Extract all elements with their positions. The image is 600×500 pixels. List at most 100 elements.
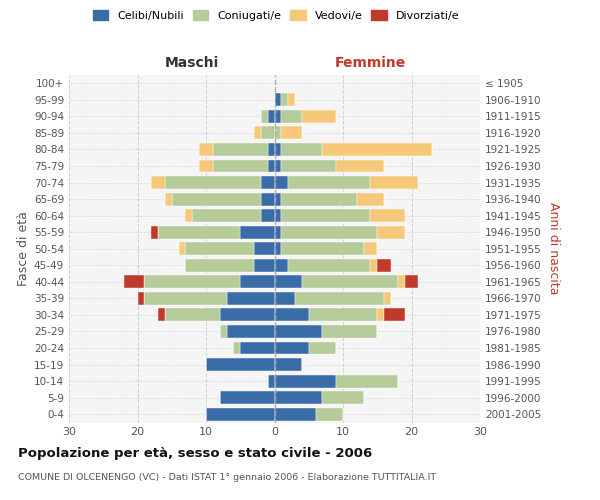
Bar [261,126,275,140]
Bar [275,143,281,156]
Bar [275,374,336,388]
Bar [322,391,364,404]
Bar [275,94,281,106]
Text: Maschi: Maschi [165,56,220,70]
Bar [172,192,261,205]
Bar [309,342,336,354]
Bar [145,292,227,305]
Bar [281,143,322,156]
Bar [220,391,275,404]
Bar [193,209,261,222]
Bar [322,325,377,338]
Bar [165,192,172,205]
Bar [261,209,275,222]
Bar [384,308,404,322]
Bar [158,308,165,322]
Bar [268,374,275,388]
Bar [275,209,281,222]
Bar [356,192,384,205]
Bar [275,325,322,338]
Bar [145,276,240,288]
Bar [275,408,316,420]
Bar [227,292,275,305]
Bar [165,308,220,322]
Bar [268,143,275,156]
Bar [227,325,275,338]
Bar [275,110,281,123]
Bar [370,259,377,272]
Bar [275,276,302,288]
Bar [281,160,336,172]
Bar [275,358,302,371]
Bar [384,292,391,305]
Bar [295,292,384,305]
Bar [206,358,275,371]
Bar [213,160,268,172]
Bar [151,226,158,238]
Bar [165,176,261,189]
Bar [281,126,302,140]
Bar [316,408,343,420]
Bar [199,143,213,156]
Bar [275,391,322,404]
Bar [281,226,377,238]
Bar [220,325,227,338]
Text: Femmine: Femmine [335,56,406,70]
Legend: Celibi/Nubili, Coniugati/e, Vedovi/e, Divorziati/e: Celibi/Nubili, Coniugati/e, Vedovi/e, Di… [88,6,464,25]
Bar [336,160,384,172]
Bar [281,110,302,123]
Bar [261,176,275,189]
Bar [288,259,370,272]
Bar [185,242,254,255]
Bar [254,242,275,255]
Bar [377,226,404,238]
Bar [281,94,288,106]
Y-axis label: Anni di nascita: Anni di nascita [547,202,560,295]
Bar [288,94,295,106]
Text: Popolazione per età, sesso e stato civile - 2006: Popolazione per età, sesso e stato civil… [18,448,372,460]
Bar [240,276,275,288]
Bar [370,209,404,222]
Bar [370,176,418,189]
Bar [404,276,418,288]
Bar [281,209,370,222]
Bar [288,176,370,189]
Bar [275,242,281,255]
Bar [199,160,213,172]
Bar [185,209,193,222]
Bar [240,226,275,238]
Bar [240,342,275,354]
Y-axis label: Fasce di età: Fasce di età [17,212,30,286]
Bar [398,276,404,288]
Bar [336,374,398,388]
Bar [275,160,281,172]
Bar [281,242,364,255]
Bar [377,259,391,272]
Bar [275,126,281,140]
Bar [158,226,240,238]
Bar [261,192,275,205]
Bar [151,176,165,189]
Bar [233,342,240,354]
Bar [206,408,275,420]
Bar [254,126,261,140]
Bar [275,259,288,272]
Bar [275,342,309,354]
Bar [275,226,281,238]
Text: COMUNE DI OLCENENGO (VC) - Dati ISTAT 1° gennaio 2006 - Elaborazione TUTTITALIA.: COMUNE DI OLCENENGO (VC) - Dati ISTAT 1°… [18,472,436,482]
Bar [275,308,309,322]
Bar [275,176,288,189]
Bar [268,110,275,123]
Bar [302,276,398,288]
Bar [322,143,432,156]
Bar [275,192,281,205]
Bar [302,110,336,123]
Bar [268,160,275,172]
Bar [309,308,377,322]
Bar [254,259,275,272]
Bar [377,308,384,322]
Bar [275,292,295,305]
Bar [281,192,357,205]
Bar [261,110,268,123]
Bar [185,259,254,272]
